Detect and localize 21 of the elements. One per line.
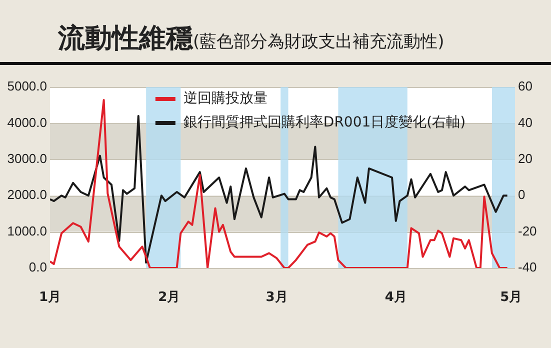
- y-tick-label: 3000.0: [7, 150, 47, 166]
- x-tick-label: 4月: [384, 290, 407, 306]
- legend-label: 逆回購投放量: [183, 90, 268, 107]
- y2-tick-label: -20: [518, 223, 537, 238]
- y-tick-label: 0.0: [28, 260, 47, 275]
- x-tick-label: 2月: [158, 290, 180, 306]
- x-tick-label: 3月: [266, 290, 288, 306]
- y2-tick-label: 0: [518, 187, 526, 202]
- y-tick-label: 4000.0: [7, 114, 47, 130]
- y2-tick-label: 60: [518, 78, 532, 94]
- y-tick-label: 1000.0: [7, 223, 47, 238]
- y2-tick-label: -40: [518, 260, 537, 275]
- y2-tick-label: 40: [518, 114, 532, 130]
- chart-subtitle: (藍色部分為財政支出補充流動性): [193, 32, 444, 52]
- x-tick-label: 5月: [500, 290, 522, 306]
- chart-title: 流動性維穩: [58, 23, 193, 53]
- y-tick-label: 2000.0: [7, 187, 47, 202]
- y2-tick-label: 20: [518, 150, 532, 166]
- legend-label: 銀行間質押式回購利率DR001日度變化(右軸): [183, 114, 466, 131]
- x-tick-label: 1月: [38, 290, 62, 306]
- y-tick-label: 5000.0: [7, 78, 47, 94]
